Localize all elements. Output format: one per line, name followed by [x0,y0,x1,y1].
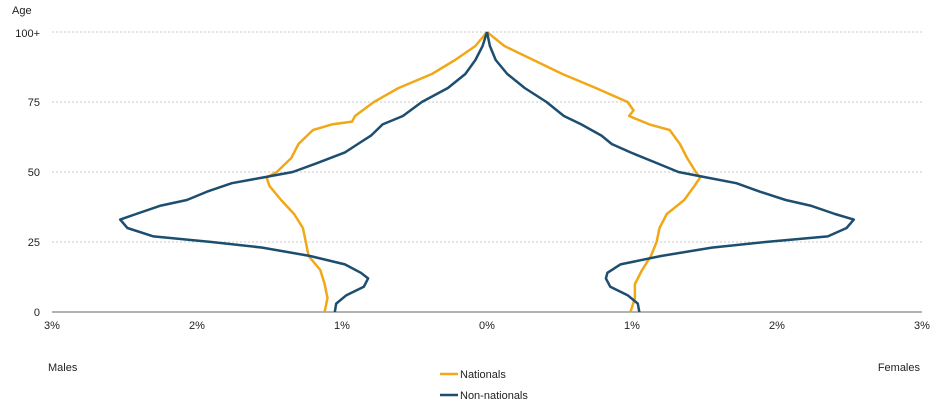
y-tick-100: 100+ [15,28,40,40]
y-axis-title: Age [12,5,32,17]
x-tick-females-1: 1% [624,320,640,332]
series-line-nationals-males [265,31,488,313]
y-tick-0: 0 [34,307,40,319]
x-tick-females-3: 3% [914,320,930,332]
y-tick-25: 25 [28,237,40,249]
females-label: Females [878,362,921,374]
y-tick-75: 75 [28,97,40,109]
x-tick-females-2: 2% [769,320,785,332]
x-tick-0: 0% [479,320,495,332]
series-line-non-nationals-males [118,31,489,313]
gridlines [52,31,922,313]
legend-label-non-nationals: Non-nationals [460,390,528,402]
y-tick-50: 50 [28,167,40,179]
series-line-non-nationals-females [485,31,856,313]
males-label: Males [48,362,78,374]
x-tick-males-2: 2% [189,320,205,332]
legend-label-nationals: Nationals [460,369,506,381]
x-tick-males-1: 1% [334,320,350,332]
x-tick-males-3: 3% [44,320,60,332]
series-lines [118,31,856,313]
